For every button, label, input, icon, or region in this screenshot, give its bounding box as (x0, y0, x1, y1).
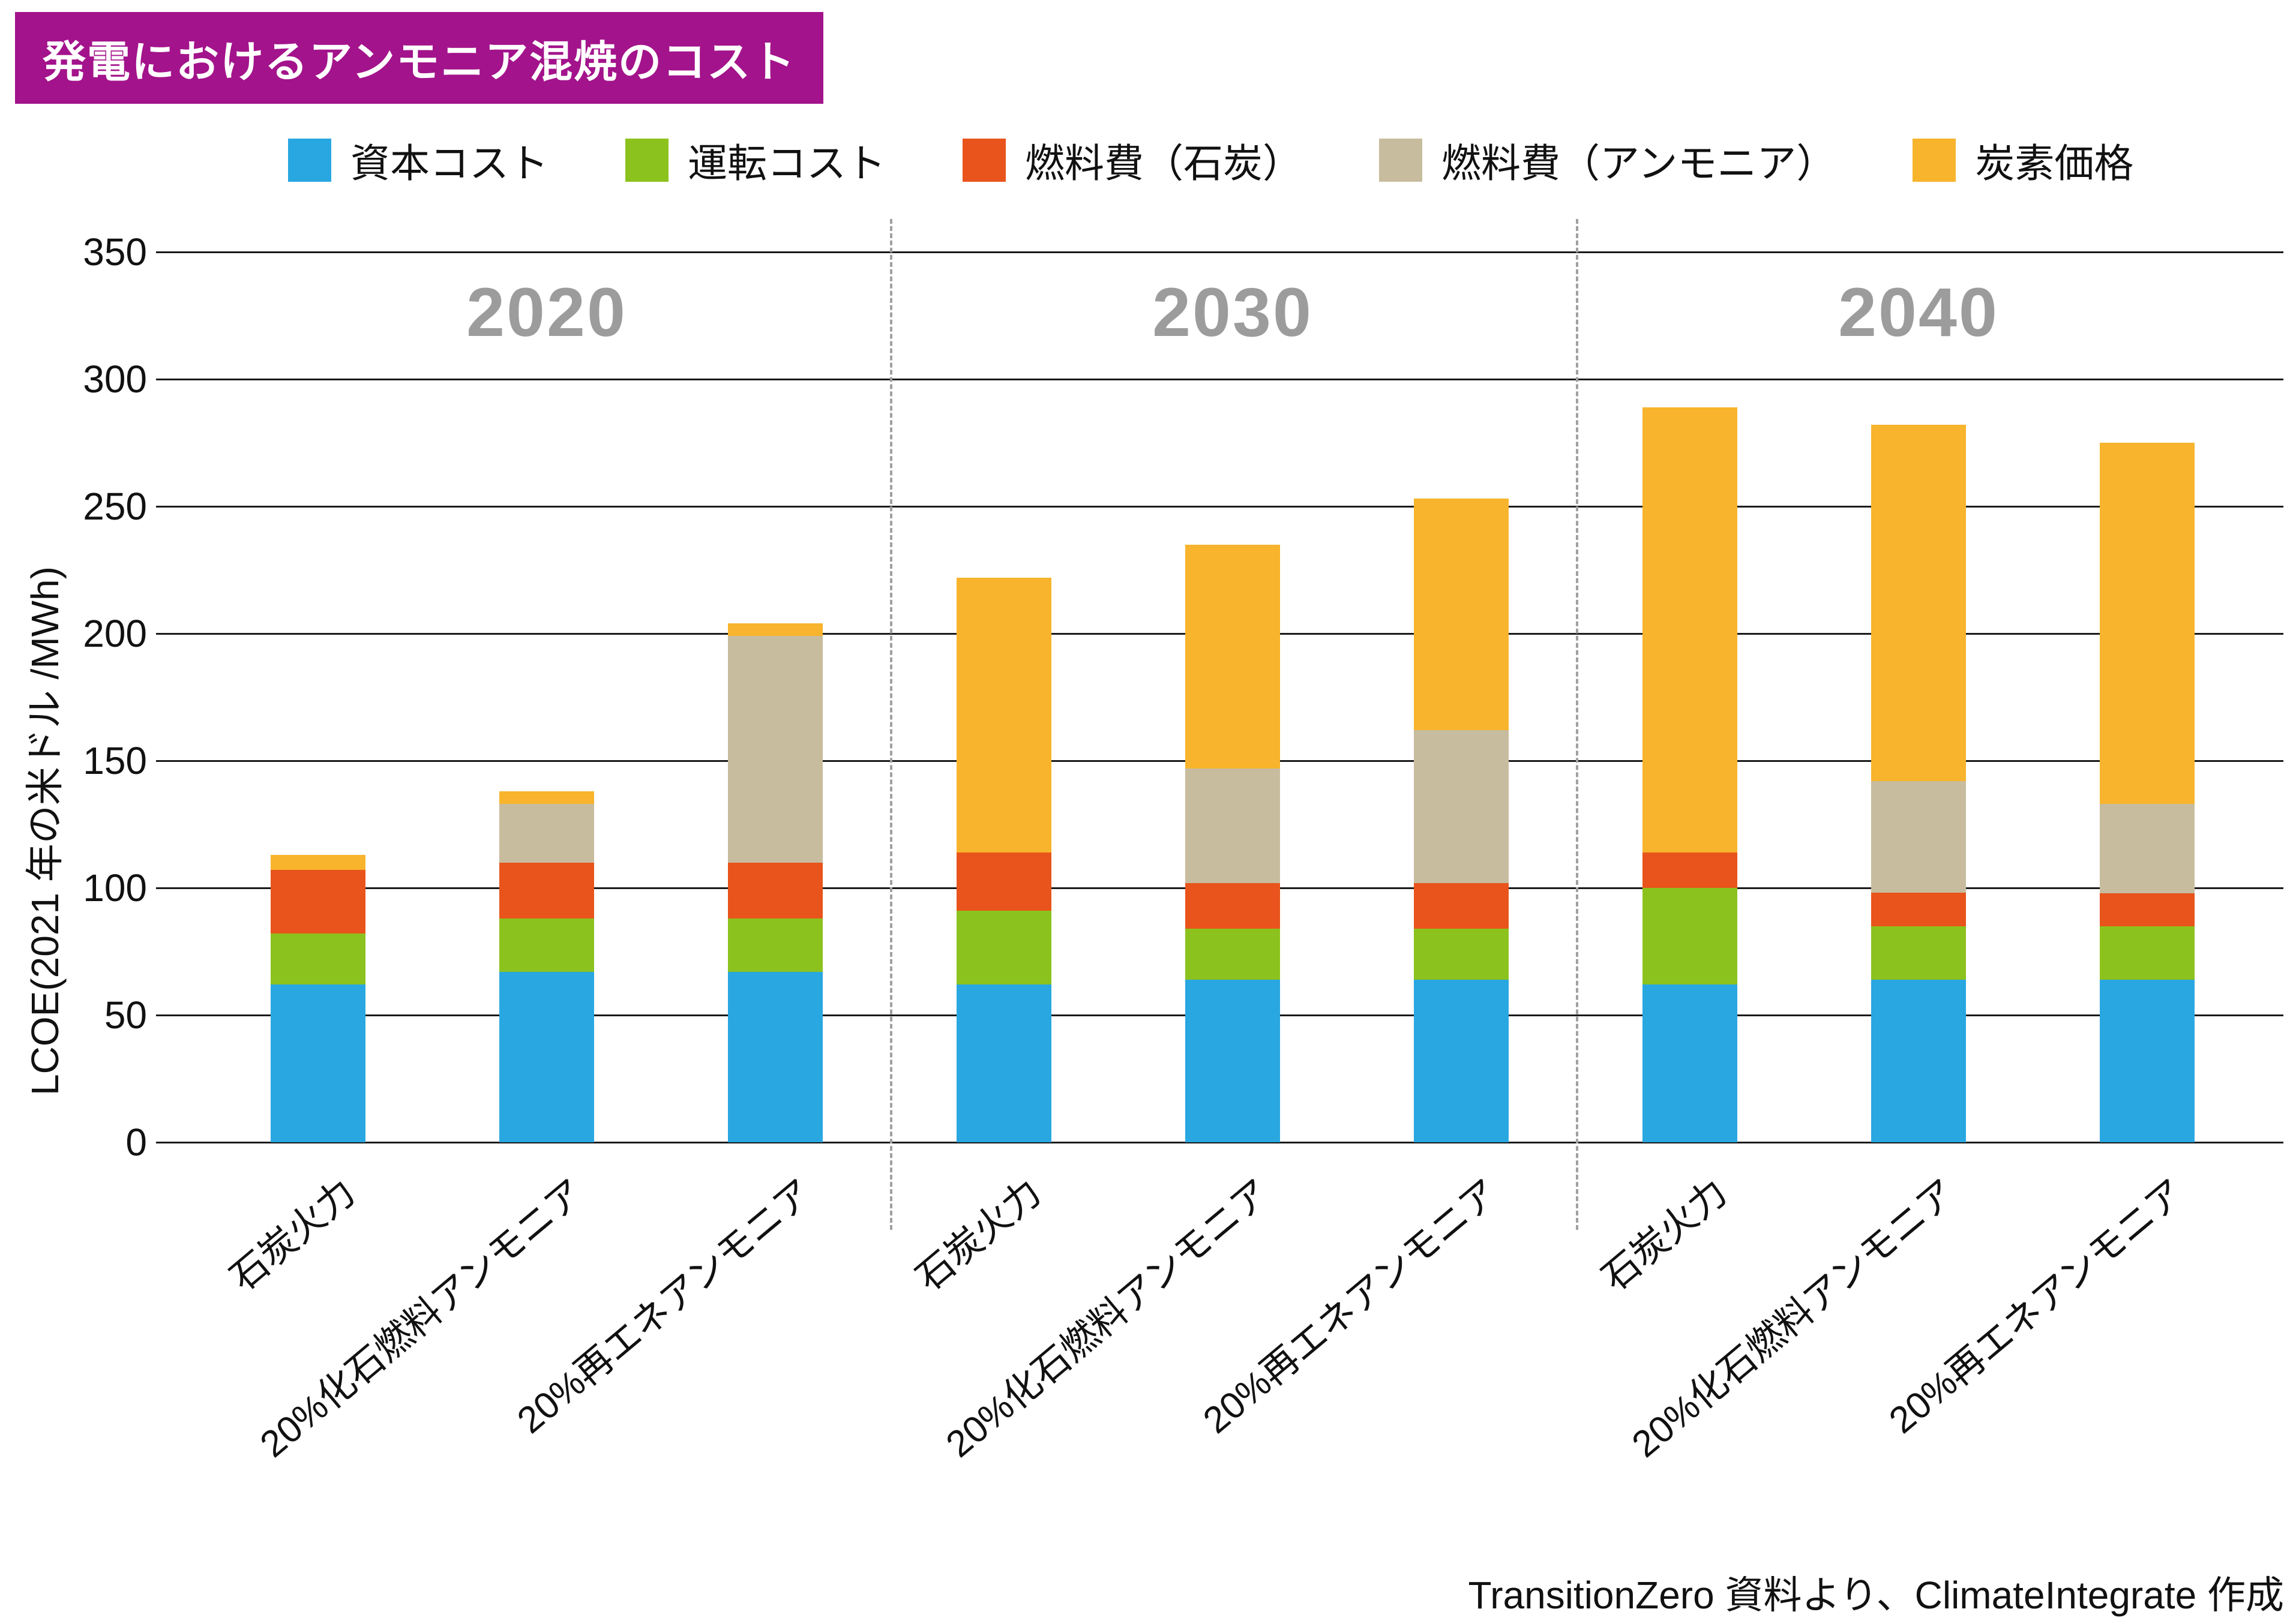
legend-swatch (625, 139, 669, 182)
group-separator (889, 219, 892, 1230)
bar-segment-2 (2100, 926, 2195, 980)
gridline (156, 379, 2283, 380)
legend-label: 資本コスト (350, 141, 548, 185)
bar-segment-1 (1185, 979, 1280, 1142)
bar-segment-1 (1642, 984, 1737, 1142)
legend-swatch (963, 139, 1006, 182)
bar-segment-3 (728, 862, 823, 918)
bar (271, 854, 365, 1142)
bar (1414, 499, 1509, 1142)
bar-segment-4 (2100, 804, 2195, 893)
y-tick-label: 0 (125, 1121, 147, 1164)
bar-segment-3 (499, 862, 594, 918)
x-tick-label: 石炭火力 (222, 1172, 364, 1299)
bar (728, 623, 823, 1142)
bar-segment-1 (271, 984, 365, 1142)
legend-label: 炭素価格 (1975, 141, 2134, 185)
bar (2100, 443, 2195, 1142)
legend-item: 資本コスト (288, 131, 548, 189)
bar (1871, 425, 1966, 1142)
bar-segment-5 (1871, 425, 1966, 781)
bar-segment-1 (728, 971, 823, 1142)
bar-segment-4 (1871, 781, 1966, 893)
bar-segment-2 (1185, 928, 1280, 980)
bar-segment-3 (1185, 882, 1280, 929)
x-tick-label: 石炭火力 (1594, 1172, 1736, 1299)
legend-swatch (1379, 139, 1422, 182)
bar (1642, 407, 1737, 1142)
bar-segment-1 (499, 971, 594, 1142)
bar-segment-4 (728, 636, 823, 863)
bar-segment-3 (2100, 893, 2195, 926)
legend-label: 運転コスト (688, 141, 886, 185)
gridline (156, 251, 2283, 253)
legend-swatch (288, 139, 331, 182)
bar-segment-5 (499, 791, 594, 805)
bar-segment-2 (271, 933, 365, 985)
bar-segment-2 (1871, 926, 1966, 980)
bar-segment-1 (2100, 979, 2195, 1142)
bar-segment-1 (1414, 979, 1509, 1142)
y-tick-label: 300 (83, 358, 147, 401)
legend-swatch (1913, 139, 1956, 182)
period-label: 2030 (1152, 274, 1313, 351)
bar (957, 577, 1051, 1142)
bar-segment-4 (1414, 730, 1509, 883)
period-label: 2020 (466, 274, 627, 351)
gridline (156, 1142, 2283, 1143)
group-separator (1575, 219, 1578, 1230)
bar-segment-3 (1642, 852, 1737, 888)
bar-segment-4 (1185, 768, 1280, 883)
bar (499, 791, 594, 1142)
y-tick-label: 150 (83, 739, 147, 782)
legend-item: 燃料費（アンモニア） (1379, 131, 1836, 189)
page-title: 発電におけるアンモニア混焼のコスト (15, 12, 824, 104)
bar-segment-3 (1414, 882, 1509, 929)
bar-segment-3 (271, 870, 365, 934)
y-tick-label: 200 (83, 612, 147, 655)
source-credit: TransitionZero 資料より、ClimateIntegrate 作成 (1468, 1574, 2284, 1617)
legend-item: 運転コスト (625, 131, 886, 189)
bar-segment-2 (957, 911, 1051, 985)
bar-segment-3 (957, 852, 1051, 911)
bar-segment-2 (728, 918, 823, 972)
bar-segment-4 (499, 804, 594, 863)
bar-segment-5 (728, 623, 823, 637)
bar-segment-5 (2100, 443, 2195, 805)
bar (1185, 544, 1280, 1142)
bar-segment-3 (1871, 893, 1966, 926)
y-tick-label: 250 (83, 485, 147, 528)
bar-segment-5 (1185, 544, 1280, 769)
legend-item: 炭素価格 (1913, 131, 2133, 189)
bar-segment-2 (1642, 888, 1737, 985)
bar-segment-1 (1871, 979, 1966, 1142)
bar-segment-5 (1414, 499, 1509, 731)
legend-item: 燃料費（石炭） (963, 131, 1302, 189)
legend-label: 燃料費（石炭） (1025, 141, 1302, 185)
bar-segment-5 (271, 854, 365, 870)
period-label: 2040 (1838, 274, 1999, 351)
bar-segment-5 (957, 577, 1051, 852)
bar-segment-1 (957, 984, 1051, 1142)
gridline (156, 506, 2283, 508)
bar-segment-5 (1642, 407, 1737, 852)
legend-label: 燃料費（アンモニア） (1441, 141, 1836, 185)
bar-segment-2 (499, 918, 594, 972)
y-tick-label: 50 (104, 993, 147, 1037)
y-tick-label: 350 (83, 230, 147, 274)
bar-segment-2 (1414, 928, 1509, 980)
y-tick-label: 100 (83, 866, 147, 909)
chart-legend: 資本コスト 運転コスト 燃料費（石炭） 燃料費（アンモニア） 炭素価格 (288, 133, 2133, 187)
x-tick-label: 石炭火力 (908, 1172, 1050, 1299)
